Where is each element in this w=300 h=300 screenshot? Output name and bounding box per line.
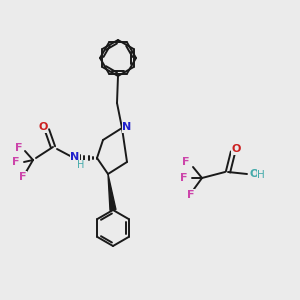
- Text: F: F: [180, 173, 188, 183]
- Text: F: F: [182, 157, 190, 167]
- Text: N: N: [122, 122, 132, 132]
- Text: O: O: [231, 144, 241, 154]
- Text: F: F: [19, 172, 27, 182]
- Text: O: O: [38, 122, 48, 132]
- Text: O: O: [249, 169, 259, 179]
- Text: N: N: [70, 152, 80, 162]
- Text: F: F: [12, 157, 20, 167]
- Text: H: H: [77, 160, 85, 170]
- Text: H: H: [257, 170, 265, 180]
- Text: F: F: [187, 190, 195, 200]
- Text: F: F: [15, 143, 23, 153]
- Polygon shape: [108, 174, 116, 210]
